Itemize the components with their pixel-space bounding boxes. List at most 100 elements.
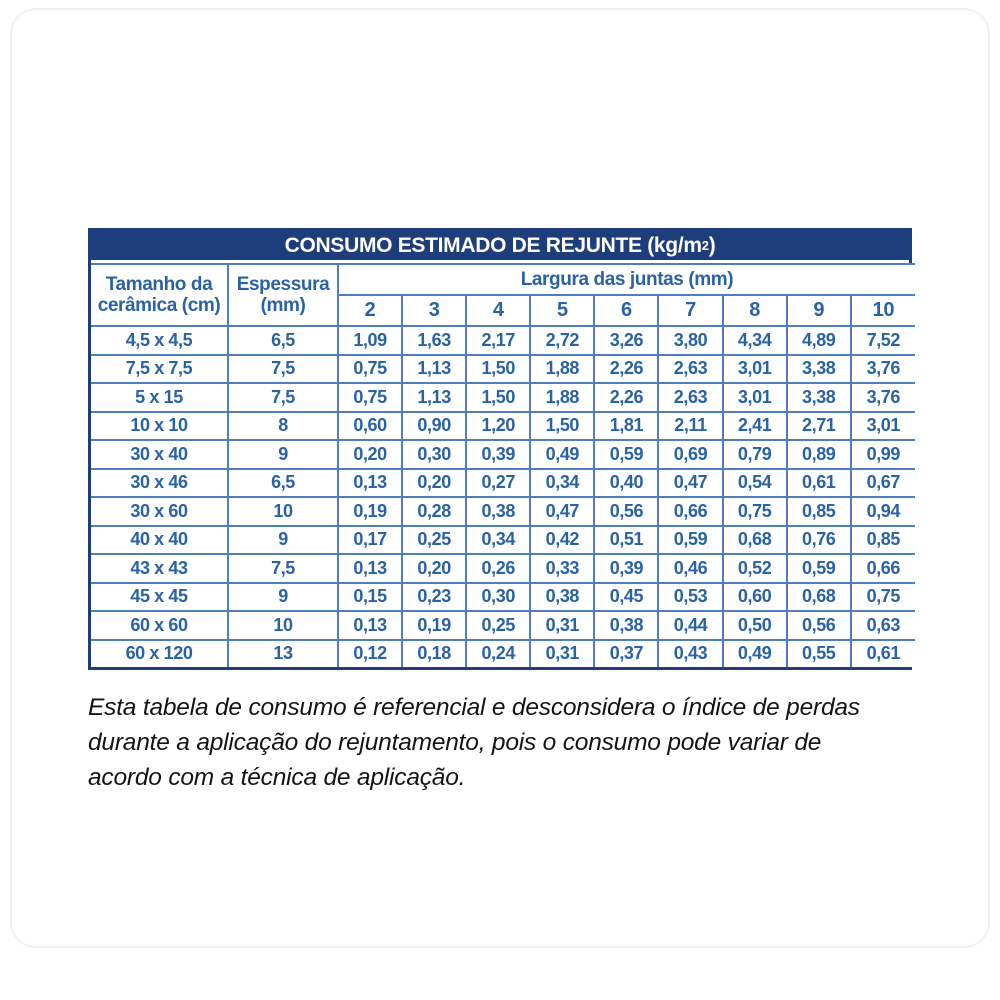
header-row-joint-widths: 2 3 4 5 6 7 8 9 10 [91,294,915,327]
cell-consumption: 0,31 [529,610,596,641]
col-header-joint-width-4: 4 [465,294,532,327]
cell-consumption: 0,44 [657,610,724,641]
cell-tile-size: 30 x 60 [91,496,229,527]
footnote: Esta tabela de consumo é referencial e d… [88,690,928,795]
cell-consumption: 0,75 [849,581,915,612]
cell-consumption: 0,49 [721,638,788,667]
cell-consumption: 3,76 [849,382,915,413]
cell-consumption: 0,68 [785,581,852,612]
cell-consumption: 0,28 [401,496,468,527]
cell-tile-size: 30 x 46 [91,467,229,498]
cell-consumption: 0,33 [529,553,596,584]
cell-consumption: 0,85 [785,496,852,527]
cell-consumption: 3,01 [849,410,915,441]
cell-consumption: 0,60 [721,581,788,612]
cell-consumption: 2,71 [785,410,852,441]
col-header-joint-width-7: 7 [657,294,724,327]
cell-consumption: 0,52 [721,553,788,584]
header-row-main: Tamanho da cerâmica (cm) Espessura (mm) … [91,263,915,327]
cell-consumption: 0,25 [401,524,468,555]
cell-consumption: 1,63 [401,325,468,356]
cell-consumption: 0,20 [336,439,404,470]
cell-consumption: 0,75 [336,353,404,384]
cell-consumption: 0,55 [785,638,852,667]
cell-consumption: 0,79 [721,439,788,470]
cell-consumption: 0,15 [336,581,404,612]
cell-tile-size: 60 x 60 [91,610,229,641]
cell-consumption: 0,37 [593,638,660,667]
cell-consumption: 2,26 [593,353,660,384]
cell-consumption: 3,01 [721,382,788,413]
cell-consumption: 3,38 [785,353,852,384]
table-row: 45 x 45 9 0,15 0,23 0,30 0,38 0,45 0,53 0,60 0,68… [91,581,915,612]
col-header-joint-width-6: 6 [593,294,660,327]
cell-consumption: 0,25 [465,610,532,641]
cell-consumption: 0,49 [529,439,596,470]
cell-consumption: 1,50 [465,382,532,413]
cell-consumption: 0,56 [593,496,660,527]
cell-consumption: 0,12 [336,638,404,667]
cell-consumption: 0,66 [849,553,915,584]
cell-consumption: 0,85 [849,524,915,555]
cell-consumption: 0,50 [721,610,788,641]
cell-consumption: 0,61 [785,467,852,498]
cell-consumption: 0,94 [849,496,915,527]
cell-consumption: 2,26 [593,382,660,413]
cell-consumption: 0,38 [529,581,596,612]
cell-consumption: 0,39 [593,553,660,584]
cell-consumption: 1,50 [529,410,596,441]
cell-consumption: 0,61 [849,638,915,667]
cell-consumption: 0,46 [657,553,724,584]
cell-consumption: 0,27 [465,467,532,498]
col-header-joint-width-10: 10 [849,294,915,327]
cell-consumption: 0,34 [465,524,532,555]
cell-consumption: 0,19 [401,610,468,641]
table-title-paren: ) [708,233,716,257]
cell-consumption: 0,45 [593,581,660,612]
table-row: 30 x 46 6,5 0,13 0,20 0,27 0,34 0,40 0,47 0,54 0,… [91,467,915,498]
cell-consumption: 4,89 [785,325,852,356]
cell-consumption: 0,67 [849,467,915,498]
table-row: 43 x 43 7,5 0,13 0,20 0,26 0,33 0,39 0,46 0,52 0,… [91,553,915,584]
cell-consumption: 1,50 [465,353,532,384]
cell-consumption: 0,34 [529,467,596,498]
table-row: 10 x 10 8 0,60 0,90 1,20 1,50 1,81 2,11 2,41 2,71… [91,410,915,441]
cell-thickness: 6,5 [227,467,339,498]
cell-tile-size: 30 x 40 [91,439,229,470]
cell-consumption: 1,88 [529,382,596,413]
cell-consumption: 0,60 [336,410,404,441]
table-row: 7,5 x 7,5 7,5 0,75 1,13 1,50 1,88 2,26 2,63 3,01… [91,353,915,384]
cell-thickness: 7,5 [227,353,339,384]
cell-consumption: 0,47 [529,496,596,527]
consumption-grid: Tamanho da cerâmica (cm) Espessura (mm) … [91,263,915,667]
cell-consumption: 3,80 [657,325,724,356]
cell-consumption: 4,34 [721,325,788,356]
table-row: 60 x 60 10 0,13 0,19 0,25 0,31 0,38 0,44 0,50 0,5… [91,610,915,641]
cell-consumption: 0,59 [785,553,852,584]
cell-thickness: 6,5 [227,325,339,356]
cell-consumption: 2,72 [529,325,596,356]
cell-consumption: 0,30 [465,581,532,612]
cell-consumption: 0,66 [657,496,724,527]
cell-consumption: 0,89 [785,439,852,470]
footnote-line: durante a aplicação do rejuntamento, poi… [88,729,822,756]
cell-consumption: 0,26 [465,553,532,584]
consumption-table: CONSUMO ESTIMADO DE REJUNTE (kg/m 2) Tama… [88,228,915,670]
table-row: 40 x 40 9 0,17 0,25 0,34 0,42 0,51 0,59 0,68 0,76… [91,524,915,555]
cell-consumption: 0,23 [401,581,468,612]
cell-consumption: 0,24 [465,638,532,667]
cell-consumption: 0,13 [336,610,404,641]
cell-tile-size: 4,5 x 4,5 [91,325,229,356]
cell-consumption: 3,38 [785,382,852,413]
cell-consumption: 0,43 [657,638,724,667]
cell-consumption: 1,13 [401,353,468,384]
cell-thickness: 7,5 [227,553,339,584]
cell-consumption: 0,59 [657,524,724,555]
table-head: Tamanho da cerâmica (cm) Espessura (mm) … [91,263,915,327]
cell-consumption: 0,20 [401,553,468,584]
table-row: 30 x 60 10 0,19 0,28 0,38 0,47 0,56 0,66 0,75 0,8… [91,496,915,527]
cell-tile-size: 45 x 45 [91,581,229,612]
cell-consumption: 0,47 [657,467,724,498]
cell-consumption: 0,69 [657,439,724,470]
